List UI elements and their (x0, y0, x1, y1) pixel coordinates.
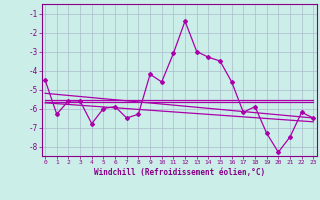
X-axis label: Windchill (Refroidissement éolien,°C): Windchill (Refroidissement éolien,°C) (94, 168, 265, 177)
